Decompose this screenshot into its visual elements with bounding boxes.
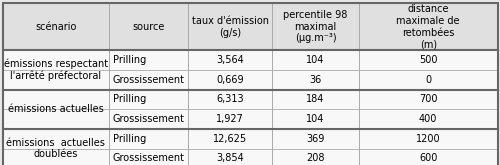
- Text: émissions actuelles: émissions actuelles: [8, 104, 104, 114]
- Bar: [2, 3, 498, 50]
- Text: source: source: [132, 22, 164, 32]
- Text: 700: 700: [419, 94, 438, 104]
- Text: scénario: scénario: [35, 22, 76, 32]
- Text: 0,669: 0,669: [216, 75, 244, 85]
- Text: 36: 36: [310, 75, 322, 85]
- Text: 3,854: 3,854: [216, 153, 244, 163]
- Text: 208: 208: [306, 153, 325, 163]
- Text: 600: 600: [419, 153, 438, 163]
- Bar: [2, 109, 498, 129]
- Text: émissions respectant
l'arrêté préfectoral: émissions respectant l'arrêté préfectora…: [4, 59, 108, 81]
- Text: 184: 184: [306, 94, 325, 104]
- Text: 1200: 1200: [416, 134, 440, 144]
- Text: 0: 0: [425, 75, 432, 85]
- Bar: [2, 70, 498, 90]
- Bar: [2, 50, 498, 70]
- Text: Prilling: Prilling: [113, 134, 146, 144]
- Text: 6,313: 6,313: [216, 94, 244, 104]
- Text: 104: 104: [306, 114, 325, 124]
- Bar: [2, 148, 498, 165]
- Text: 369: 369: [306, 134, 325, 144]
- Text: 400: 400: [419, 114, 438, 124]
- Text: émissions  actuelles
doublées: émissions actuelles doublées: [6, 138, 105, 159]
- Text: 500: 500: [419, 55, 438, 65]
- Text: Prilling: Prilling: [113, 94, 146, 104]
- Text: percentile 98
maximal
(µg.m⁻³): percentile 98 maximal (µg.m⁻³): [284, 10, 348, 43]
- Bar: [2, 90, 498, 109]
- Text: distance
maximale de
retombées
(m): distance maximale de retombées (m): [396, 4, 460, 49]
- Text: 3,564: 3,564: [216, 55, 244, 65]
- Text: Prilling: Prilling: [113, 55, 146, 65]
- Bar: [2, 129, 498, 148]
- Text: 1,927: 1,927: [216, 114, 244, 124]
- Text: taux d'émission
(g/s): taux d'émission (g/s): [192, 16, 268, 38]
- Text: 12,625: 12,625: [213, 134, 248, 144]
- Text: Grossissement: Grossissement: [113, 153, 185, 163]
- Text: Grossissement: Grossissement: [113, 75, 185, 85]
- Text: 104: 104: [306, 55, 325, 65]
- Text: Grossissement: Grossissement: [113, 114, 185, 124]
